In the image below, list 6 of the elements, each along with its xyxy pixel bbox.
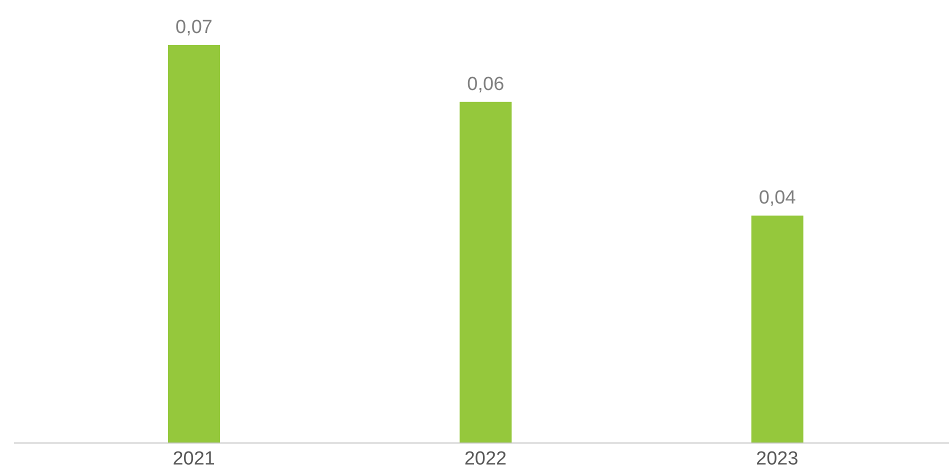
data-label: 0,04	[758, 188, 796, 209]
x-tick-label: 2021	[172, 448, 215, 470]
data-label: 0,06	[467, 74, 504, 95]
x-tick-label: 2022	[464, 448, 507, 470]
x-tick-label: 2023	[756, 448, 798, 470]
data-label: 0,07	[176, 17, 212, 38]
